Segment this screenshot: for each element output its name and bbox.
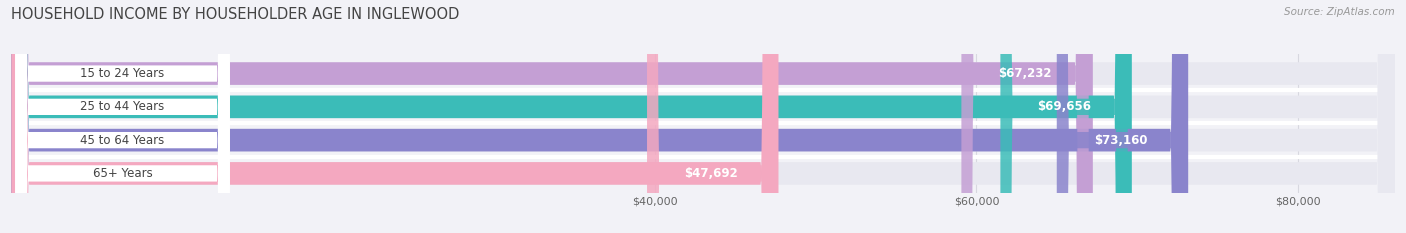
Text: 65+ Years: 65+ Years: [93, 167, 152, 180]
FancyBboxPatch shape: [11, 0, 1395, 233]
FancyBboxPatch shape: [11, 0, 1092, 233]
Text: $73,160: $73,160: [1094, 134, 1147, 147]
Text: Source: ZipAtlas.com: Source: ZipAtlas.com: [1284, 7, 1395, 17]
FancyBboxPatch shape: [15, 0, 229, 233]
FancyBboxPatch shape: [15, 0, 229, 233]
Text: 15 to 24 Years: 15 to 24 Years: [80, 67, 165, 80]
FancyBboxPatch shape: [11, 0, 1395, 233]
FancyBboxPatch shape: [647, 0, 775, 233]
FancyBboxPatch shape: [15, 0, 229, 233]
FancyBboxPatch shape: [15, 0, 229, 233]
FancyBboxPatch shape: [962, 0, 1088, 233]
FancyBboxPatch shape: [11, 0, 1132, 233]
FancyBboxPatch shape: [11, 0, 779, 233]
Text: $47,692: $47,692: [683, 167, 738, 180]
Text: 45 to 64 Years: 45 to 64 Years: [80, 134, 165, 147]
FancyBboxPatch shape: [1057, 0, 1184, 233]
Text: HOUSEHOLD INCOME BY HOUSEHOLDER AGE IN INGLEWOOD: HOUSEHOLD INCOME BY HOUSEHOLDER AGE IN I…: [11, 7, 460, 22]
Text: $67,232: $67,232: [998, 67, 1052, 80]
Text: 25 to 44 Years: 25 to 44 Years: [80, 100, 165, 113]
FancyBboxPatch shape: [11, 0, 1395, 233]
FancyBboxPatch shape: [11, 0, 1395, 233]
Text: $69,656: $69,656: [1038, 100, 1091, 113]
FancyBboxPatch shape: [1001, 0, 1128, 233]
FancyBboxPatch shape: [11, 0, 1188, 233]
